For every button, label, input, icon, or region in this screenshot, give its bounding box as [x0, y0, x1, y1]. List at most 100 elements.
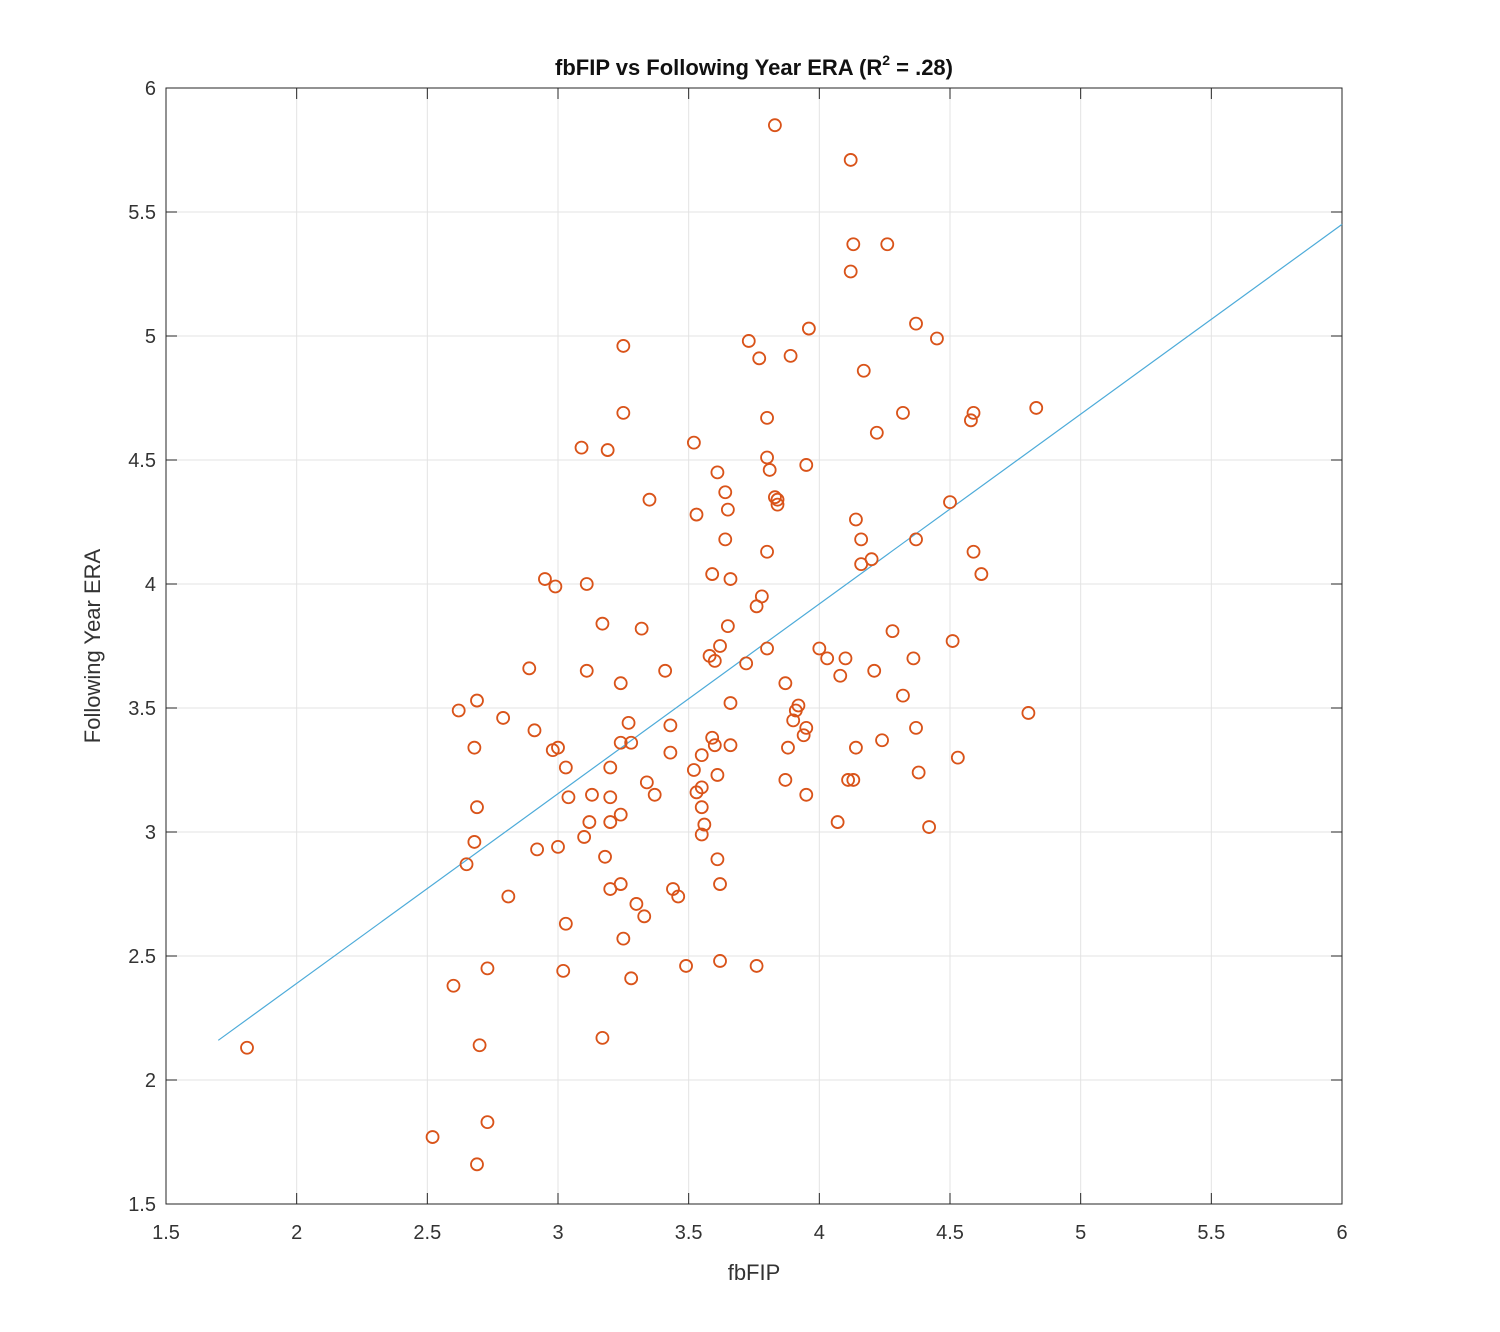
data-point	[694, 827, 709, 842]
data-point	[966, 405, 981, 420]
data-point	[854, 532, 869, 547]
data-point	[603, 760, 618, 775]
data-point	[909, 532, 923, 547]
data-point	[240, 1040, 254, 1055]
data-point	[930, 331, 944, 346]
data-point	[613, 676, 628, 691]
data-point	[966, 544, 981, 559]
data-point	[451, 703, 466, 718]
data-point	[843, 153, 858, 167]
data-point	[467, 835, 482, 849]
data-point	[710, 852, 725, 867]
x-tick-label: 3.5	[675, 1222, 703, 1244]
data-point	[778, 676, 793, 691]
data-point	[577, 830, 592, 844]
data-point	[647, 787, 662, 802]
data-point	[713, 877, 727, 891]
x-tick-label: 4.5	[936, 1222, 964, 1244]
y-axis-tick-labels: 1.5 2 2.5 3 3.5 4 4.5 5 5.5 6	[128, 78, 156, 1216]
data-point	[470, 693, 484, 708]
data-point	[446, 978, 461, 993]
data-point	[943, 495, 957, 510]
y-axis-label: Following Year ERA	[80, 548, 105, 743]
data-point	[720, 619, 735, 634]
data-point	[616, 339, 631, 353]
data-point	[838, 651, 853, 666]
data-point	[723, 696, 738, 710]
data-point	[713, 954, 727, 968]
data-point	[796, 728, 811, 743]
data-point	[869, 425, 884, 440]
data-point	[749, 959, 764, 973]
data-point	[603, 815, 618, 829]
data-point	[470, 800, 484, 815]
data-point	[833, 668, 848, 683]
data-point	[922, 820, 936, 834]
data-point	[616, 405, 631, 420]
data-point	[689, 507, 704, 522]
data-point	[760, 544, 774, 559]
data-point	[741, 334, 756, 348]
data-point	[710, 465, 725, 480]
data-point	[558, 760, 573, 775]
x-tick-label: 6	[1336, 1222, 1347, 1244]
data-point	[909, 720, 923, 735]
data-point	[723, 572, 738, 586]
data-point	[522, 661, 537, 676]
grid-lines	[165, 87, 1343, 1205]
data-point	[786, 713, 801, 728]
data-point	[551, 839, 565, 854]
data-point	[527, 723, 542, 738]
data-point	[697, 817, 712, 832]
data-point	[801, 321, 816, 336]
data-point	[694, 800, 709, 815]
x-tick-label: 5.5	[1197, 1222, 1225, 1244]
y-tick-label: 5	[145, 326, 156, 348]
data-point	[613, 877, 628, 891]
data-point	[945, 634, 960, 648]
data-point	[634, 621, 649, 636]
data-point	[705, 730, 720, 745]
x-tick-label: 2	[291, 1222, 302, 1244]
data-point	[723, 738, 738, 753]
data-point	[459, 857, 474, 872]
data-point	[880, 237, 895, 252]
data-point	[875, 733, 889, 748]
y-tick-label: 2.5	[128, 946, 156, 968]
y-tick-label: 4	[145, 574, 156, 596]
data-point	[841, 773, 855, 787]
data-point	[686, 763, 701, 777]
data-point	[501, 889, 516, 904]
data-point	[558, 916, 573, 931]
data-point	[867, 663, 882, 678]
chart-title: fbFIP vs Following Year ERA (R2 = .28)	[555, 52, 953, 80]
data-point	[760, 410, 774, 425]
data-point	[556, 963, 571, 978]
data-point	[718, 485, 733, 500]
data-point	[718, 532, 733, 547]
data-point	[579, 663, 594, 678]
data-point	[707, 653, 722, 668]
data-point	[603, 790, 618, 805]
y-tick-label: 3	[145, 822, 156, 844]
data-point	[425, 1130, 440, 1144]
data-point	[658, 663, 673, 678]
data-point	[820, 651, 835, 666]
data-point	[754, 589, 769, 604]
chart-title-superscript: 2	[882, 52, 890, 68]
data-point	[896, 405, 910, 420]
data-point	[783, 348, 798, 363]
data-point	[778, 773, 793, 787]
data-point	[849, 512, 863, 527]
data-point	[791, 698, 806, 713]
y-tick-label: 3.5	[128, 698, 156, 720]
data-point	[720, 502, 735, 517]
y-tick-label: 1.5	[128, 1194, 156, 1216]
x-tick-label: 5	[1075, 1222, 1086, 1244]
data-point	[496, 711, 511, 725]
data-point	[538, 572, 552, 586]
x-tick-label: 1.5	[152, 1222, 180, 1244]
chart-title-main: fbFIP vs Following Year ERA (R	[555, 55, 882, 80]
data-point	[467, 740, 482, 755]
